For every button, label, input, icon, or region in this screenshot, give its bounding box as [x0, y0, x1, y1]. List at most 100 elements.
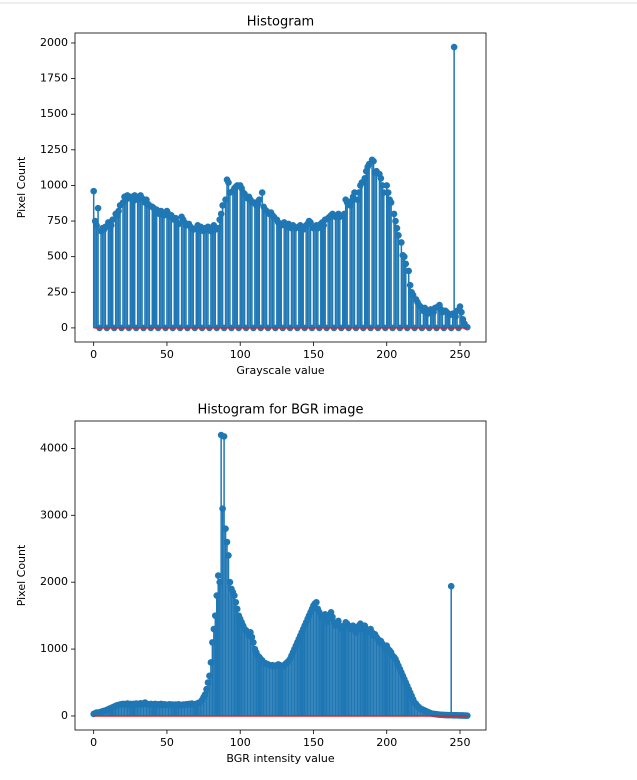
stem-marker — [223, 538, 231, 546]
stem-marker — [109, 216, 117, 223]
stem-marker — [214, 572, 222, 579]
stem-marker — [313, 598, 320, 606]
chart-title: Histogram for BGR image — [198, 403, 364, 418]
stem-marker — [405, 267, 413, 275]
stem-marker — [452, 313, 459, 320]
stem-marker — [447, 582, 455, 590]
stem-marker — [377, 175, 385, 182]
stem-marker — [392, 217, 399, 225]
x-tick-label: 50 — [160, 736, 174, 749]
stem-marker — [395, 231, 402, 239]
x-axis-label: BGR intensity value — [226, 752, 334, 765]
x-tick-label: 250 — [449, 348, 470, 361]
y-tick-label: 250 — [47, 285, 68, 298]
stem-marker — [209, 639, 216, 646]
stem-marker — [450, 43, 458, 51]
x-tick-label: 150 — [303, 348, 324, 361]
stem-marker — [370, 157, 377, 165]
stem-marker — [456, 303, 464, 310]
stem-marker — [387, 199, 395, 206]
stem-marker — [393, 224, 401, 232]
stem-marker — [219, 505, 226, 512]
stem-marker — [90, 187, 97, 195]
y-tick-label: 3000 — [40, 508, 68, 521]
stem-marker — [220, 433, 228, 440]
x-tick-label: 0 — [90, 348, 97, 361]
x-tick-label: 250 — [449, 736, 470, 749]
stem-marker — [231, 592, 238, 599]
plot: Histogram Grayscale value Pixel Count 0 50 10… — [15, 15, 487, 377]
stem-marker — [255, 196, 263, 203]
y-tick-label: 1000 — [40, 178, 68, 191]
stem-marker — [402, 260, 410, 268]
x-tick-label: 100 — [230, 736, 251, 749]
stem-marker — [361, 175, 369, 182]
stem-marker — [115, 207, 122, 215]
axes-frame — [74, 420, 487, 731]
stem-marker — [307, 219, 314, 226]
y-tick-label: 0 — [61, 321, 68, 334]
stem-marker — [107, 222, 115, 229]
y-tick-label: 1500 — [40, 107, 68, 120]
stem-marker — [340, 210, 348, 218]
stem-marker — [232, 598, 240, 606]
stem-marker — [225, 179, 232, 186]
stem-marker — [211, 612, 219, 619]
y-tick-label: 4000 — [40, 441, 68, 454]
stem-marker — [216, 216, 223, 223]
y-tick-label: 0 — [61, 709, 68, 722]
stem-marker — [204, 679, 212, 686]
y-tick-label: 1750 — [40, 72, 68, 85]
axes-frame — [74, 32, 487, 343]
stem-marker — [207, 659, 215, 666]
stem-marker — [258, 189, 266, 196]
stem-marker — [210, 625, 218, 633]
y-tick-label: 500 — [47, 250, 68, 263]
stem-marker — [213, 592, 221, 599]
x-tick-label: 50 — [160, 348, 174, 361]
stem-marker — [201, 691, 209, 698]
stem-marker — [401, 253, 408, 260]
stem-marker — [320, 222, 328, 229]
y-tick-label: 1250 — [40, 143, 68, 156]
stem-marker — [390, 210, 398, 218]
stem-marker — [354, 196, 361, 203]
x-tick-label: 0 — [90, 736, 97, 749]
stem-marker — [222, 525, 229, 532]
stem-marker — [329, 613, 336, 621]
x-axis-label: Grayscale value — [236, 364, 324, 377]
stem-marker — [175, 220, 182, 228]
y-tick-label: 2000 — [40, 575, 68, 588]
chart-title: Histogram — [247, 15, 314, 30]
stem-marker — [458, 308, 465, 316]
stem-marker — [406, 281, 414, 289]
stem-marker — [250, 639, 257, 646]
x-tick-label: 200 — [376, 736, 397, 749]
y-tick-label: 1000 — [40, 642, 68, 655]
stem-marker — [219, 202, 226, 209]
x-tick-label: 100 — [230, 348, 251, 361]
stem-marker — [217, 210, 225, 218]
stem-marker — [226, 578, 234, 586]
stem-marker — [398, 239, 405, 246]
stem-marker — [384, 189, 392, 196]
stem-marker — [216, 578, 223, 586]
stem-marker — [225, 552, 232, 559]
stem-marker — [222, 196, 229, 203]
plot: Histogram for BGR image BGR intensity val… — [15, 403, 487, 765]
y-tick-label: 750 — [47, 214, 68, 227]
stem-marker — [94, 204, 102, 212]
stem-marker — [355, 189, 363, 196]
y-axis-label: Pixel Count — [15, 544, 28, 606]
stem-marker — [203, 685, 210, 693]
x-tick-label: 150 — [303, 736, 324, 749]
x-tick-label: 200 — [376, 348, 397, 361]
stem-marker — [233, 605, 241, 613]
stem-marker — [214, 224, 222, 232]
stem-marker — [93, 222, 100, 229]
stem-marker — [206, 672, 213, 680]
y-axis-label: Pixel Count — [15, 156, 28, 218]
stem-marker — [248, 633, 256, 641]
stem-marker — [383, 182, 391, 189]
